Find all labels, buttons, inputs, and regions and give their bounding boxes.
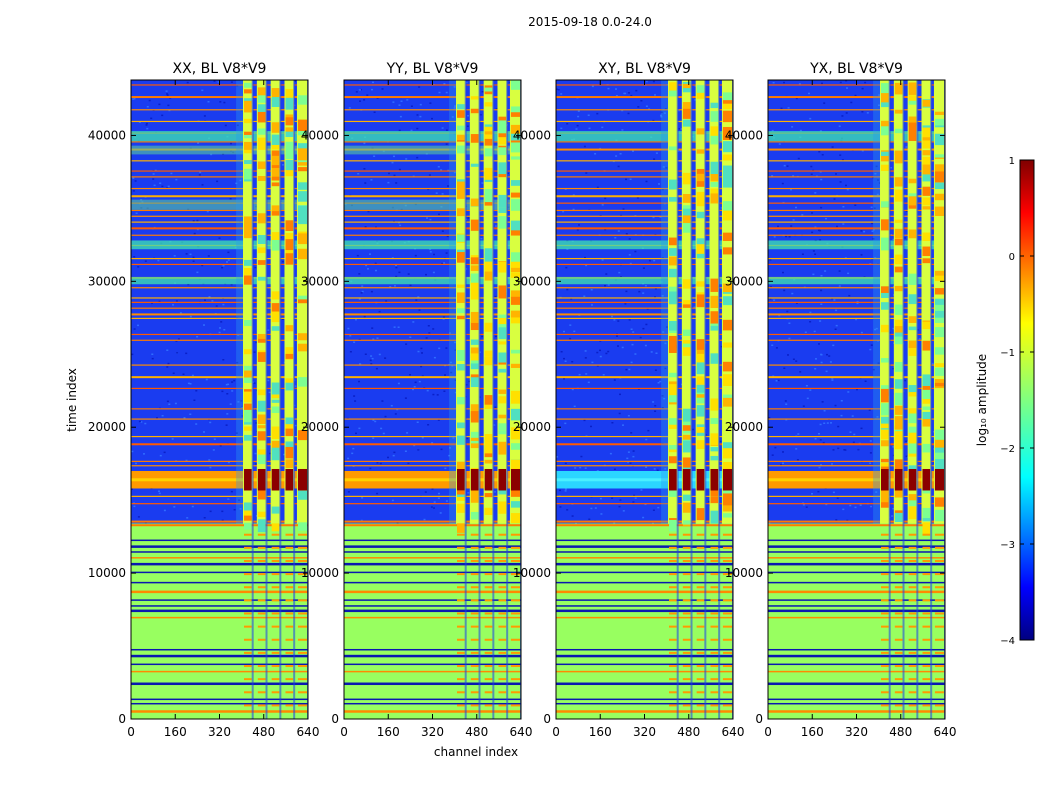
x-tick-label: 320 [421,725,444,739]
colorbar-tick-label: −4 [1000,636,1015,647]
y-tick-label: 10000 [88,566,126,580]
panel-xx: XX, BL V8*V9 0 160 320 480 640 0 10000 20000 3000… [88,61,320,739]
x-tick-label: 0 [764,725,772,739]
y-tick-label: 0 [331,712,339,726]
colorbar-tick-label: −3 [1000,540,1015,551]
y-tick-label: 30000 [725,274,763,288]
panel-title: YY, BL V8*V9 [386,61,479,77]
heatmap-image [556,80,733,719]
y-tick-label: 0 [543,712,551,726]
x-tick-label: 480 [465,725,488,739]
panel-xy: XY, BL V8*V9 0 160 320 480 640 0 10000 20000 3000… [513,61,745,739]
x-tick-label: 480 [889,725,912,739]
x-tick-label: 320 [845,725,868,739]
figure-title: 2015-09-18 0.0-24.0 [528,15,652,29]
panel-title: YX, BL V8*V9 [809,61,903,77]
heatmap-image [131,80,308,719]
colorbar-tick-label: 0 [1009,252,1015,263]
panel-yy: YY, BL V8*V9 0 160 320 480 640 0 10000 20000 3000… [301,61,533,739]
y-tick-label: 40000 [88,128,126,142]
y-tick-label: 20000 [301,420,339,434]
y-tick-label: 40000 [513,128,551,142]
y-tick-label: 0 [755,712,763,726]
panel-title: XY, BL V8*V9 [598,61,691,77]
x-tick-label: 320 [633,725,656,739]
x-tick-label: 640 [297,725,320,739]
panels-group: XX, BL V8*V9 0 160 320 480 640 0 10000 20000 3000… [88,61,957,739]
x-tick-label: 640 [722,725,745,739]
x-tick-label: 160 [164,725,187,739]
y-tick-label: 10000 [301,566,339,580]
heatmap-image [344,80,521,719]
y-tick-label: 0 [118,712,126,726]
x-tick-label: 320 [208,725,231,739]
colorbar-ticks: 1 0 −1 −2 −3 −4 [1000,156,1034,647]
y-tick-label: 30000 [513,274,551,288]
x-tick-label: 160 [377,725,400,739]
colorbar-tick-label: 1 [1009,156,1015,167]
y-tick-label: 30000 [301,274,339,288]
colorbar-tick-label: −2 [1000,444,1015,455]
x-tick-label: 480 [677,725,700,739]
x-axis-label: channel index [434,745,518,759]
colorbar-gradient [1019,159,1035,641]
panel-yx: YX, BL V8*V9 0 160 320 480 640 0 10000 20000 3000… [725,61,957,739]
y-tick-label: 40000 [301,128,339,142]
colorbar-label: log₁₀ amplitude [975,354,989,446]
x-tick-label: 160 [801,725,824,739]
panel-title: XX, BL V8*V9 [173,61,267,77]
x-tick-label: 0 [552,725,560,739]
x-tick-label: 0 [127,725,135,739]
x-tick-label: 640 [934,725,957,739]
y-tick-label: 20000 [513,420,551,434]
y-tick-label: 20000 [88,420,126,434]
x-tick-label: 480 [252,725,275,739]
y-tick-label: 20000 [725,420,763,434]
x-tick-label: 0 [340,725,348,739]
x-tick-label: 640 [510,725,533,739]
y-tick-label: 40000 [725,128,763,142]
y-tick-label: 10000 [725,566,763,580]
x-tick-label: 160 [589,725,612,739]
heatmap-image [768,80,945,719]
y-tick-label: 10000 [513,566,551,580]
y-tick-label: 30000 [88,274,126,288]
colorbar: 1 0 −1 −2 −3 −4 log₁₀ amplitude [975,156,1035,647]
y-axis-label: time index [65,368,79,432]
colorbar-tick-label: −1 [1000,348,1015,359]
